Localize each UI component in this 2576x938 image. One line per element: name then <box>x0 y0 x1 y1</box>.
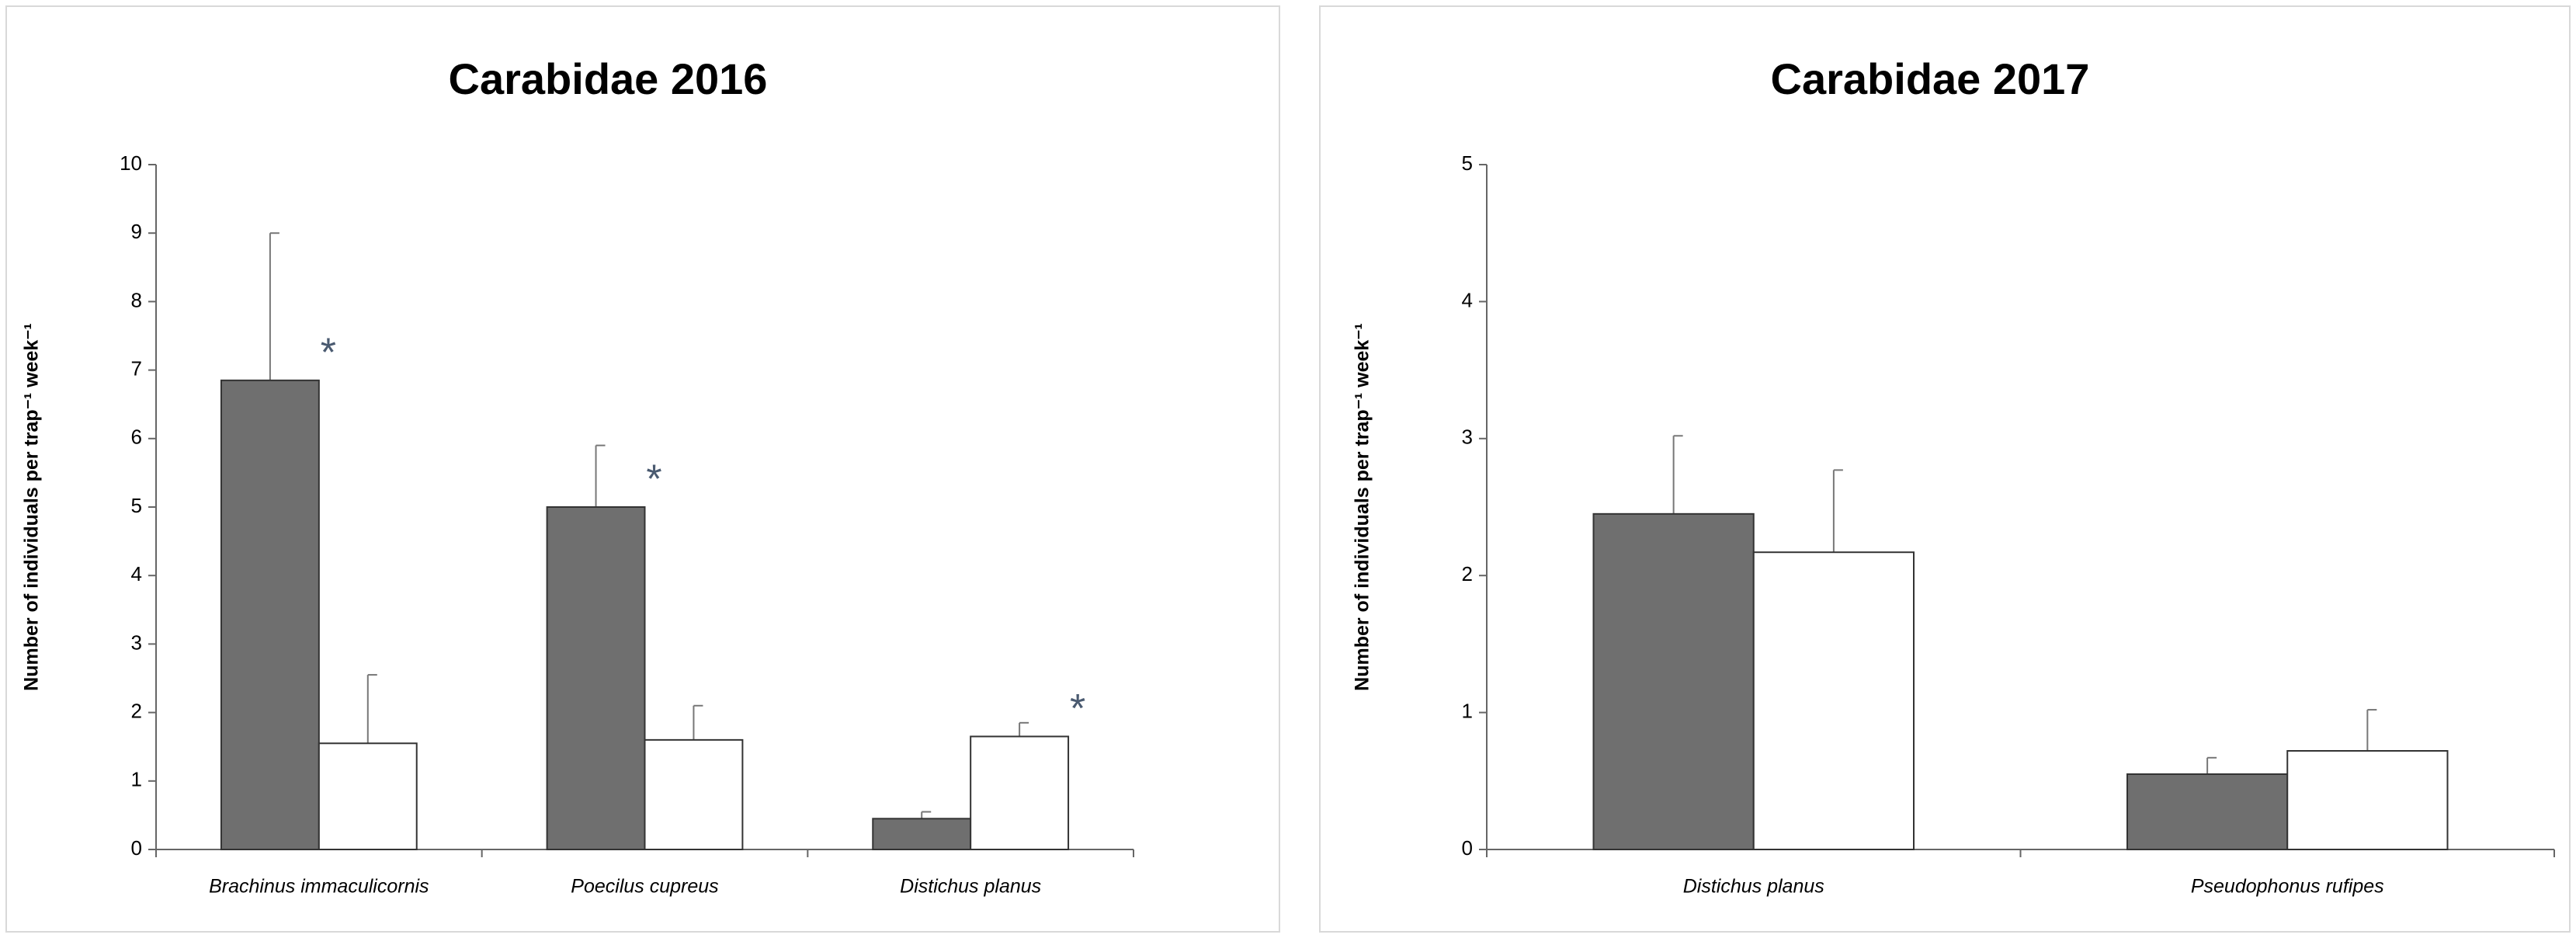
significance-mark: * <box>646 457 661 502</box>
y-tick-label: 1 <box>1462 699 1473 722</box>
y-tick-label: 0 <box>131 836 142 860</box>
x-tick-label: Distichus planus <box>900 876 1041 898</box>
chart-title: Carabidae 2017 <box>1771 54 2090 103</box>
chart-frame <box>5 5 1280 933</box>
x-tick-label: Poecilus cupreus <box>571 876 718 898</box>
y-axis-label: Number of individuals per trap⁻¹ week⁻¹ <box>21 323 43 691</box>
y-tick-label: 3 <box>131 631 142 654</box>
bar <box>1752 551 1915 850</box>
y-tick-label: 7 <box>131 356 142 380</box>
bar <box>318 742 418 850</box>
y-tick-label: 5 <box>131 494 142 517</box>
y-tick-label: 2 <box>1462 562 1473 585</box>
significance-mark: * <box>321 331 336 376</box>
y-tick-label: 2 <box>131 699 142 722</box>
bar <box>1592 512 1755 850</box>
bar <box>970 735 1070 850</box>
y-tick-label: 3 <box>1462 426 1473 449</box>
y-tick-label: 6 <box>131 426 142 449</box>
y-tick-label: 8 <box>131 288 142 311</box>
bar <box>872 818 972 851</box>
bar <box>2286 749 2449 851</box>
bar <box>220 379 320 850</box>
chart-title: Carabidae 2016 <box>449 54 768 103</box>
y-tick-label: 9 <box>131 220 142 243</box>
x-tick-label: Pseudophonus rufipes <box>2191 876 2384 898</box>
x-tick-label: Distichus planus <box>1683 876 1824 898</box>
y-tick-label: 5 <box>1462 151 1473 175</box>
bar <box>546 506 646 850</box>
chart-frame <box>1319 5 2571 933</box>
bar <box>644 738 744 850</box>
y-tick-label: 0 <box>1462 836 1473 860</box>
y-tick-label: 1 <box>131 768 142 791</box>
y-axis-label: Number of individuals per trap⁻¹ week⁻¹ <box>1352 323 1373 691</box>
y-tick-label: 4 <box>131 562 142 585</box>
significance-mark: * <box>1070 686 1085 731</box>
x-tick-label: Brachinus immaculicornis <box>209 876 429 898</box>
y-tick-label: 4 <box>1462 288 1473 311</box>
bar <box>2126 773 2289 850</box>
y-tick-label: 10 <box>120 151 142 175</box>
